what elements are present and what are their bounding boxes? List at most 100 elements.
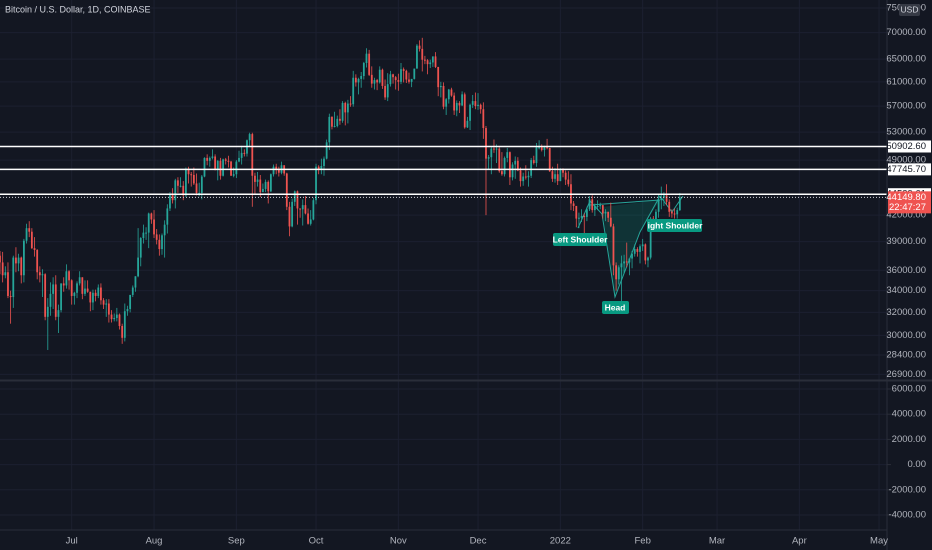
candle-body xyxy=(195,183,198,193)
candle-body xyxy=(400,69,402,82)
candle-body xyxy=(405,70,408,80)
candle-body xyxy=(593,205,596,211)
candle-body xyxy=(110,314,113,320)
candle-body xyxy=(20,257,23,276)
candle-body xyxy=(102,300,105,305)
candle-body xyxy=(52,284,55,294)
candle-body xyxy=(277,168,280,173)
y-tick-label: 49000.00 xyxy=(886,155,926,166)
candle-body xyxy=(612,226,615,266)
candle-body xyxy=(49,293,52,307)
candle-body xyxy=(519,170,522,182)
candle-body xyxy=(100,287,102,301)
candle-body xyxy=(636,249,639,252)
annotation-box xyxy=(602,301,629,314)
candle-body xyxy=(333,126,336,128)
candle-body xyxy=(107,303,110,315)
candle-body xyxy=(235,161,238,175)
candle-body xyxy=(60,283,62,311)
axes: JulAugSepOctNovDec2022FebMarAprMay75000.… xyxy=(66,3,931,547)
x-tick-label: Mar xyxy=(709,536,725,547)
candle-body xyxy=(92,292,94,303)
candle-body xyxy=(487,157,490,159)
candle-body xyxy=(57,310,60,317)
candle-body xyxy=(163,224,166,236)
candle-body xyxy=(171,193,174,201)
candle-body xyxy=(548,147,551,172)
currency-box xyxy=(899,4,920,16)
candle-body xyxy=(214,156,217,170)
candle-body xyxy=(447,89,450,100)
candle-body xyxy=(588,199,591,210)
candle-body xyxy=(328,116,331,143)
candle-body xyxy=(192,174,195,184)
candle-body xyxy=(33,248,36,251)
candle-body xyxy=(267,181,270,192)
candle-body xyxy=(73,292,76,296)
candle-body xyxy=(644,244,647,261)
candle-body xyxy=(65,271,68,286)
candle-body xyxy=(243,152,246,154)
candle-body xyxy=(639,246,641,252)
y2-tick-label: 4000.00 xyxy=(892,409,926,420)
candle-body xyxy=(578,217,580,219)
candle-body xyxy=(580,216,583,218)
y2-tick-label: -2000.00 xyxy=(888,484,926,495)
candle-body xyxy=(522,176,525,182)
candle-body xyxy=(97,287,100,296)
candle-body xyxy=(285,173,288,207)
candle-body xyxy=(461,94,463,106)
candle-body xyxy=(508,152,511,178)
candle-body xyxy=(562,169,564,173)
candle-body xyxy=(477,104,479,107)
candle-body xyxy=(455,102,458,111)
x-tick-label: Sep xyxy=(228,536,245,547)
candle-body xyxy=(299,208,301,210)
candle-body xyxy=(551,171,554,179)
candle-body xyxy=(7,272,9,296)
candle-body xyxy=(317,166,320,170)
candle-body xyxy=(309,219,312,224)
candle-body xyxy=(25,228,28,241)
candle-body xyxy=(208,157,211,161)
grid xyxy=(0,0,887,530)
candle-body xyxy=(150,213,153,220)
y-tick-label: 36000.00 xyxy=(886,265,926,276)
candle-body xyxy=(631,253,633,259)
candle-body xyxy=(678,197,681,211)
candle-body xyxy=(203,157,206,177)
annotation-text: Head xyxy=(605,302,626,312)
candle-body xyxy=(158,239,161,250)
candle-body xyxy=(514,160,517,165)
price-axis xyxy=(887,0,932,550)
candle-body xyxy=(256,179,259,182)
candle-body xyxy=(501,171,503,175)
candle-body xyxy=(198,192,201,194)
candle-body xyxy=(264,181,267,189)
candle-body xyxy=(115,314,118,318)
countdown: 22:47:27 xyxy=(889,202,926,213)
candle-body xyxy=(434,56,437,67)
candle-body xyxy=(485,128,487,159)
candle-body xyxy=(586,209,588,217)
candle-body xyxy=(262,188,264,193)
candle-body xyxy=(657,200,660,212)
y-tick-label: 65000.00 xyxy=(886,54,926,65)
candle-body xyxy=(437,66,440,88)
candle-body xyxy=(121,326,124,338)
candle-body xyxy=(161,235,163,250)
candle-body xyxy=(301,205,304,210)
candle-body xyxy=(227,160,230,162)
candle-body xyxy=(259,179,262,193)
candle-body xyxy=(23,240,25,276)
candle-body xyxy=(4,272,7,276)
candle-body xyxy=(524,176,527,178)
annotation-box xyxy=(647,219,702,232)
candle-body xyxy=(28,228,31,232)
y2-tick-label: 2000.00 xyxy=(892,434,926,445)
candle-body xyxy=(12,257,15,298)
candle-body xyxy=(421,48,424,60)
candle-body xyxy=(408,79,410,82)
annotation: ight Shoulder xyxy=(647,219,703,232)
candle-body xyxy=(370,74,373,84)
